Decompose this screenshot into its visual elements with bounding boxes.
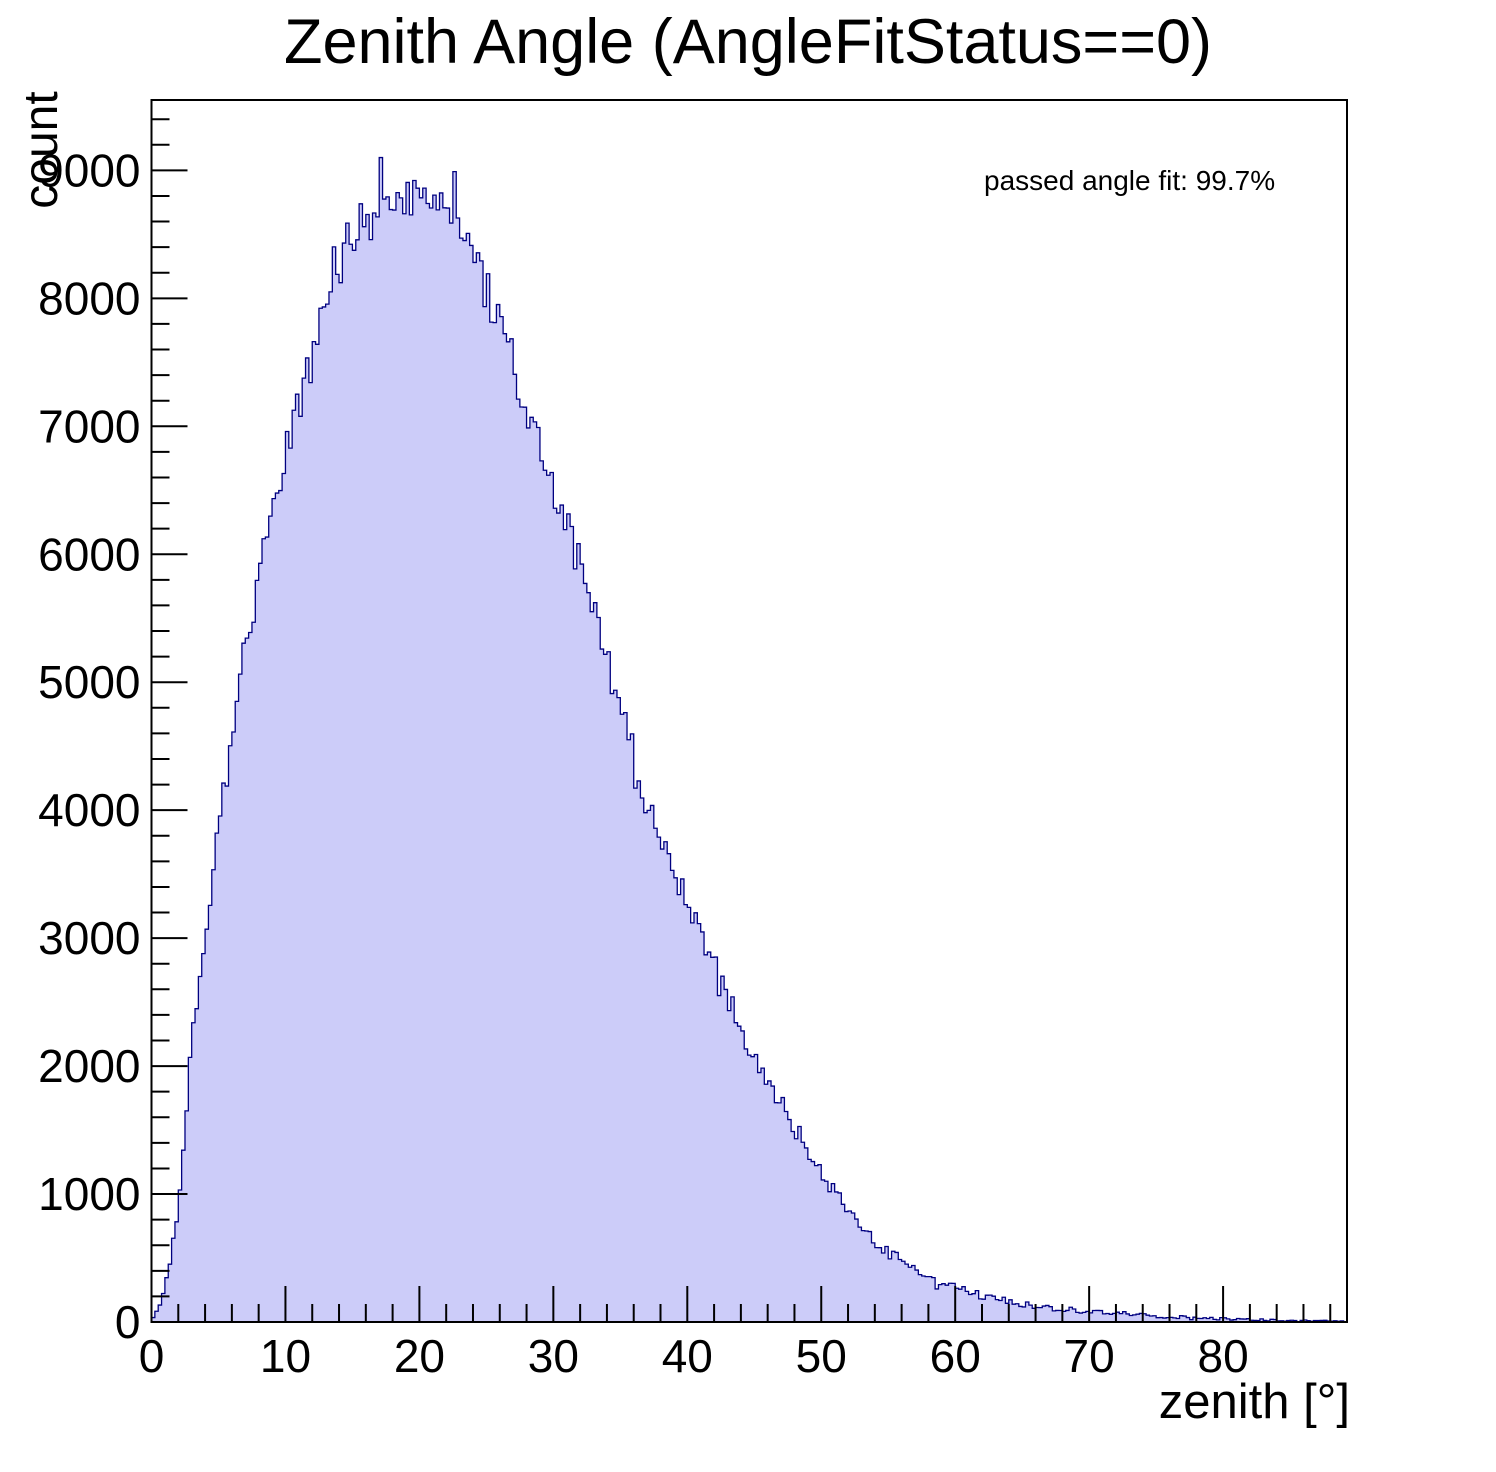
y-tick-label: 2000 — [38, 1040, 140, 1092]
y-tick-label: 4000 — [38, 784, 140, 836]
y-tick-label: 8000 — [38, 272, 140, 324]
y-tick-label: 9000 — [38, 144, 140, 196]
x-tick-label: 20 — [394, 1330, 445, 1382]
x-tick-label: 30 — [528, 1330, 579, 1382]
y-tick-label: 0 — [115, 1296, 141, 1348]
x-axis-title: zenith [°] — [1158, 1375, 1350, 1429]
chart-title: Zenith Angle (AngleFitStatus==0) — [283, 7, 1213, 77]
x-tick-label: 40 — [662, 1330, 713, 1382]
plot-frame — [150, 99, 1348, 1323]
x-axis-ticks — [150, 1286, 1332, 1322]
x-tick-label: 50 — [796, 1330, 847, 1382]
y-tick-labels: 0 1000 2000 3000 4000 5000 6000 7000 8000 9000 — [38, 144, 140, 1348]
x-tick-label: 10 — [260, 1330, 311, 1382]
x-tick-labels: 0 10 20 30 40 50 60 70 80 — [139, 1330, 1249, 1382]
stats-annotation: passed angle fit: 99.7% — [984, 165, 1276, 196]
x-tick-label: 80 — [1198, 1330, 1249, 1382]
histogram-series — [150, 156, 1347, 1323]
x-tick-label: 0 — [139, 1330, 165, 1382]
plot-frame-group — [150, 99, 1348, 1323]
y-tick-label: 5000 — [38, 656, 140, 708]
y-tick-label: 6000 — [38, 528, 140, 580]
y-tick-label: 1000 — [38, 1168, 140, 1220]
x-tick-label: 70 — [1064, 1330, 1115, 1382]
histogram-series-group — [150, 156, 1347, 1323]
y-tick-label: 3000 — [38, 912, 140, 964]
y-axis-ticks — [151, 118, 188, 1323]
x-tick-label: 60 — [930, 1330, 981, 1382]
y-tick-label: 7000 — [38, 400, 140, 452]
